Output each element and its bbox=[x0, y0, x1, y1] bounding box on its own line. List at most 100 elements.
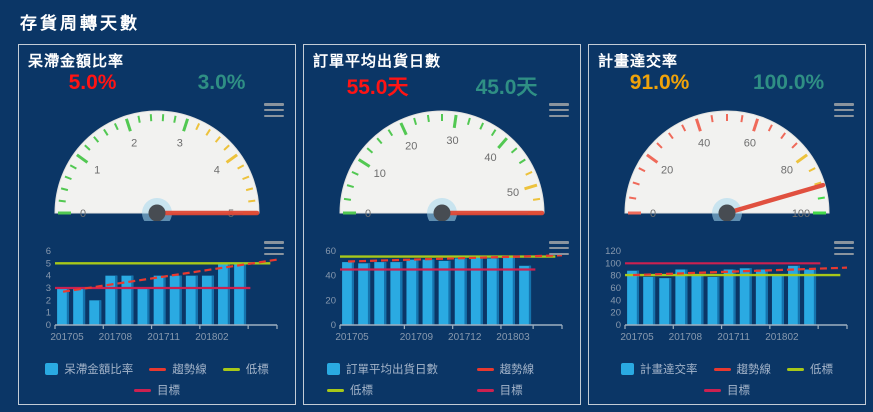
legend-series-swatch bbox=[45, 363, 59, 375]
legend-line-swatch bbox=[149, 367, 167, 371]
legend-item[interactable]: 趨勢線 bbox=[476, 361, 535, 377]
legend-item[interactable]: 呆滯金額比率 bbox=[45, 361, 133, 377]
panel-title: 計畫達交率 bbox=[598, 53, 679, 70]
svg-text:0: 0 bbox=[46, 320, 51, 331]
svg-text:4: 4 bbox=[46, 271, 51, 282]
legend-item[interactable]: 低標 bbox=[222, 361, 269, 377]
bar-chart[interactable]: 0 1 2 3 4 5 6 201705 201708 201711 201802 bbox=[28, 241, 286, 349]
svg-text:60: 60 bbox=[744, 138, 756, 150]
svg-text:4: 4 bbox=[214, 165, 220, 177]
svg-text:0: 0 bbox=[80, 208, 86, 220]
legend-item[interactable]: 低標 bbox=[787, 361, 833, 377]
svg-text:40: 40 bbox=[325, 271, 336, 282]
legend-label: 低標 bbox=[810, 364, 833, 376]
legend-item[interactable]: 目標 bbox=[704, 382, 750, 398]
hamburger-menu-icon[interactable] bbox=[264, 103, 284, 117]
svg-text:50: 50 bbox=[507, 187, 519, 199]
svg-text:201705: 201705 bbox=[620, 332, 654, 343]
svg-text:201802: 201802 bbox=[765, 332, 799, 343]
legend-label: 趨勢線 bbox=[172, 364, 207, 376]
legend-item[interactable]: 趨勢線 bbox=[713, 361, 771, 377]
svg-text:0: 0 bbox=[650, 208, 656, 220]
svg-text:100: 100 bbox=[792, 208, 810, 220]
legend-item[interactable]: 目標 bbox=[476, 382, 523, 398]
svg-text:201711: 201711 bbox=[147, 332, 180, 343]
hamburger-menu-icon[interactable] bbox=[549, 103, 569, 117]
legend-series-swatch bbox=[621, 363, 634, 375]
legend-item[interactable]: 低標 bbox=[327, 382, 373, 398]
legend-label: 呆滯金額比率 bbox=[64, 364, 134, 376]
gauge-chart[interactable]: 0 10 20 30 40 50 bbox=[313, 101, 571, 221]
legend-line-swatch bbox=[476, 388, 494, 392]
panel-title: 呆滯金額比率 bbox=[28, 53, 125, 70]
legend-label: 趨勢線 bbox=[499, 364, 535, 376]
svg-text:2: 2 bbox=[46, 295, 51, 306]
svg-text:30: 30 bbox=[446, 135, 458, 147]
legend-label: 目標 bbox=[499, 385, 523, 397]
legend-label: 訂單平均出貨日數 bbox=[346, 364, 438, 376]
legend-line-swatch bbox=[134, 388, 151, 392]
legend-line-swatch bbox=[704, 388, 721, 392]
bar-chart[interactable]: 0 20 40 60 80 100 120 201705 201708 201711 201802 bbox=[598, 241, 856, 349]
svg-text:0: 0 bbox=[331, 320, 336, 331]
svg-text:20: 20 bbox=[405, 141, 417, 153]
svg-text:20: 20 bbox=[325, 295, 336, 306]
svg-text:1: 1 bbox=[94, 165, 100, 177]
panel-plan-delivery-rate: 計畫達交率 91.0% 100.0% 0 20 40 60 80 100 0 20 40 60 8… bbox=[588, 44, 866, 405]
svg-text:201705: 201705 bbox=[50, 332, 84, 343]
svg-text:5: 5 bbox=[46, 258, 51, 269]
svg-text:20: 20 bbox=[661, 165, 673, 177]
svg-text:60: 60 bbox=[610, 283, 621, 294]
svg-text:80: 80 bbox=[781, 165, 793, 177]
svg-text:10: 10 bbox=[374, 168, 386, 180]
svg-text:60: 60 bbox=[325, 246, 336, 257]
legend-line-swatch bbox=[713, 367, 731, 371]
legend-label: 目標 bbox=[727, 385, 750, 397]
hamburger-menu-icon[interactable] bbox=[264, 241, 284, 255]
hamburger-menu-icon[interactable] bbox=[834, 103, 854, 117]
hamburger-menu-icon[interactable] bbox=[834, 241, 854, 255]
legend-item[interactable]: 計畫達交率 bbox=[621, 361, 698, 377]
legend-label: 計畫達交率 bbox=[640, 364, 698, 376]
legend-item[interactable]: 趨勢線 bbox=[149, 361, 207, 377]
svg-text:100: 100 bbox=[605, 258, 621, 269]
chart-legend: 訂單平均出貨日數 趨勢線低標 目標 bbox=[327, 361, 571, 398]
current-value: 55.0天 bbox=[346, 76, 409, 99]
legend-line-swatch bbox=[787, 367, 804, 371]
chart-legend: 計畫達交率 趨勢線 低標目標 bbox=[598, 361, 856, 398]
metric-values: 91.0% 100.0% bbox=[598, 71, 856, 99]
legend-item[interactable]: 目標 bbox=[134, 382, 180, 398]
svg-text:3: 3 bbox=[46, 283, 51, 294]
svg-text:40: 40 bbox=[698, 138, 710, 150]
svg-text:2: 2 bbox=[131, 138, 137, 150]
svg-text:3: 3 bbox=[177, 138, 183, 150]
panel-avg-shipping-days: 訂單平均出貨日數 55.0天 45.0天 0 10 20 30 40 50 0 20 40 60… bbox=[303, 44, 581, 405]
chart-legend: 呆滯金額比率 趨勢線 低標目標 bbox=[28, 361, 286, 398]
panel-title: 訂單平均出貨日數 bbox=[313, 53, 442, 70]
svg-text:201803: 201803 bbox=[496, 332, 530, 343]
metric-values: 55.0天 45.0天 bbox=[313, 71, 571, 99]
legend-line-swatch bbox=[222, 367, 240, 371]
metric-values: 5.0% 3.0% bbox=[28, 71, 286, 99]
legend-line-swatch bbox=[476, 367, 494, 371]
bar-chart[interactable]: 0 20 40 60 201705 201709 201712 201803 bbox=[313, 241, 571, 349]
svg-text:80: 80 bbox=[610, 271, 621, 282]
svg-text:201712: 201712 bbox=[448, 332, 482, 343]
svg-text:201708: 201708 bbox=[99, 332, 133, 343]
gauge-chart[interactable]: 0 20 40 60 80 100 bbox=[598, 101, 856, 221]
svg-text:0: 0 bbox=[365, 208, 371, 220]
svg-text:40: 40 bbox=[484, 152, 496, 164]
hamburger-menu-icon[interactable] bbox=[549, 241, 569, 255]
legend-series-swatch bbox=[327, 363, 340, 375]
legend-item[interactable]: 訂單平均出貨日數 bbox=[327, 361, 438, 377]
page-title: 存貨周轉天數 bbox=[20, 14, 140, 33]
svg-text:0: 0 bbox=[616, 320, 621, 331]
svg-text:201708: 201708 bbox=[669, 332, 703, 343]
svg-text:201705: 201705 bbox=[335, 332, 369, 343]
target-value: 100.0% bbox=[752, 71, 825, 94]
legend-line-swatch bbox=[327, 388, 344, 392]
